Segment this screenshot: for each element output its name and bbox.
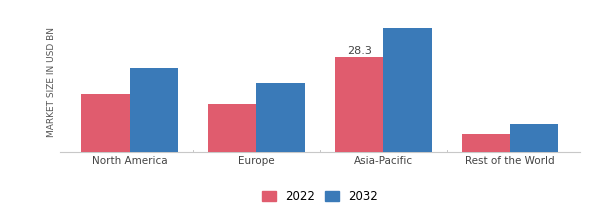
Bar [383,28,432,152]
Text: 28.3: 28.3 [347,46,372,56]
Bar [462,134,510,152]
Bar [208,103,257,152]
Bar [257,84,305,152]
Y-axis label: MARKET SIZE IN USD BN: MARKET SIZE IN USD BN [47,27,56,137]
Bar [335,57,383,152]
Bar [81,94,130,152]
Bar [510,124,559,152]
Legend: 2022, 2032: 2022, 2032 [260,188,380,206]
Bar [130,68,178,152]
